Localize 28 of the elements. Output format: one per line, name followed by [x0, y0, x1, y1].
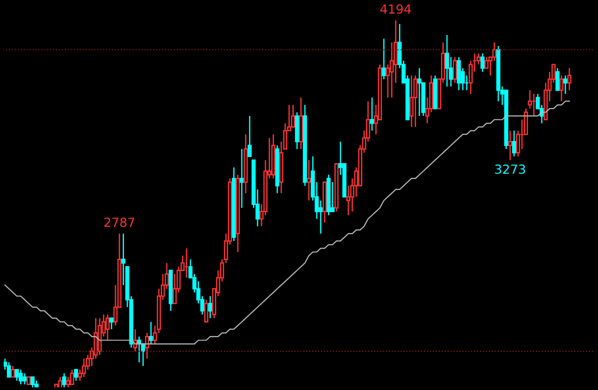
candlestick [94, 318, 98, 360]
candlestick [318, 200, 323, 234]
annotation: 2787 [104, 218, 134, 228]
candlestick [275, 144, 280, 194]
candlestick [444, 34, 450, 88]
candlestick [22, 372, 27, 385]
candlestick [86, 354, 90, 370]
candlestick [417, 68, 422, 117]
candlestick [346, 185, 350, 216]
candlestick [236, 174, 240, 253]
candlestick [306, 159, 311, 202]
candlestick [394, 20, 398, 84]
candlestick [62, 372, 66, 388]
candlestick [468, 60, 473, 95]
candlestick [409, 74, 414, 128]
candlestick [244, 134, 248, 194]
candlestick [429, 74, 434, 113]
candlestick [18, 369, 23, 385]
candlestick [496, 45, 500, 102]
candlestick [456, 56, 461, 91]
candlestick [382, 38, 386, 80]
candlestick [240, 148, 244, 208]
candlestick [508, 130, 512, 161]
candlestick [208, 295, 212, 319]
annotation: 4194 [380, 4, 411, 14]
candlestick [390, 42, 394, 98]
candlestick [567, 68, 572, 91]
annotation: 3273 [495, 164, 526, 174]
